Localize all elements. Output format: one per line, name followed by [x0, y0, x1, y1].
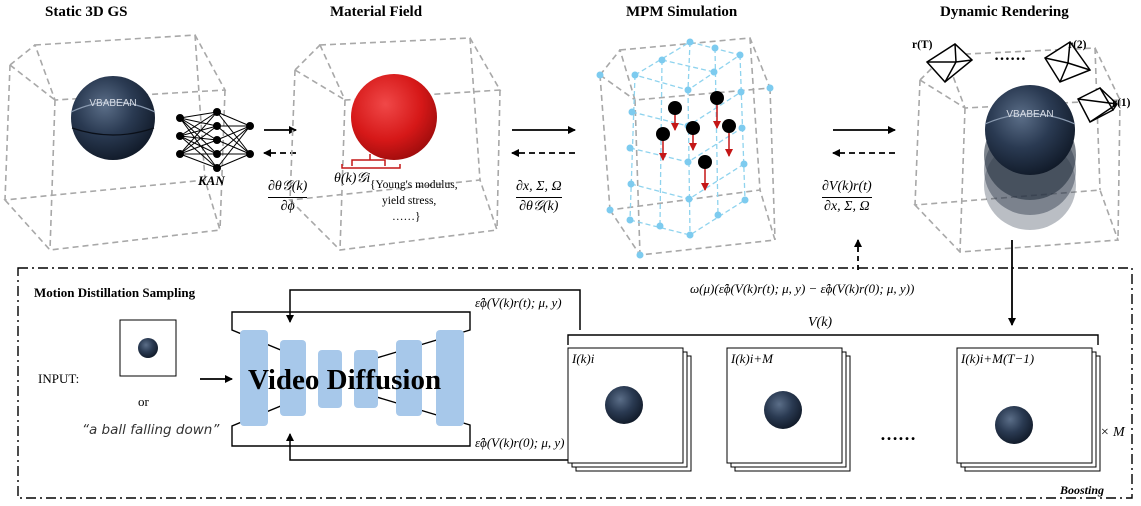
cube-material — [288, 37, 502, 251]
grad-mpm: ∂x, Σ, Ω ∂θ𝒢(k) — [516, 179, 562, 214]
model-label: Video Diffusion — [248, 364, 442, 396]
eps-0: ε̂ϕ(V(k)r(0); μ, y) — [475, 435, 565, 450]
grad-render-num: ∂V(k)r(t) — [822, 179, 872, 194]
distillation-title: Motion Distillation Sampling — [34, 285, 196, 300]
kan-network — [176, 108, 254, 172]
prompt-text: “a ball falling down” — [82, 422, 220, 438]
times-m: × M — [1100, 425, 1125, 440]
ball-dynamic — [984, 85, 1076, 230]
camera-label-1: r(1) — [1112, 97, 1131, 109]
camera-icon — [925, 43, 974, 84]
grad-kan-num: ∂θ𝒢(k) — [268, 179, 308, 194]
frame-label-1: I(k)i — [572, 351, 595, 366]
grad-mpm-den: ∂θ𝒢(k) — [519, 198, 559, 214]
cube-static — [3, 34, 227, 251]
camera-icon — [1043, 40, 1092, 83]
grad-mpm-num: ∂x, Σ, Ω — [516, 179, 562, 194]
kan-label: KAN — [198, 173, 225, 188]
input-label: INPUT: — [38, 371, 80, 386]
grad-render: ∂V(k)r(t) ∂x, Σ, Ω — [822, 179, 872, 214]
material-prop-1: {Young's modulus, — [370, 179, 458, 191]
camera-dots: …… — [994, 47, 1026, 64]
mpm-particles — [656, 91, 736, 191]
cube-mpm — [599, 37, 777, 256]
camera-label-T: r(T) — [912, 39, 933, 51]
distillation-frame — [17, 267, 1133, 499]
material-bracket-2 — [341, 164, 401, 169]
frame-label-2: I(k)i+M — [731, 351, 773, 366]
stage-title-material: Material Field — [330, 4, 423, 20]
material-prop-3: ……} — [392, 211, 421, 223]
frame-label-3: I(k)i+M(T−1) — [961, 351, 1035, 366]
boosting-label: Boosting — [1060, 483, 1105, 497]
eps-t: ε̂ϕ(V(k)r(t); μ, y) — [475, 295, 562, 310]
grad-kan-den: ∂ϕ — [280, 198, 295, 214]
loss-term: ω(μ)(ε̂ϕ(V(k)r(t); μ, y) − ε̂ϕ(V(k)r(0);… — [690, 281, 915, 296]
unet-blocks — [240, 330, 464, 426]
camera-icon — [1076, 87, 1118, 124]
material-bracket — [351, 154, 386, 166]
ball-static — [70, 76, 156, 160]
stage-title-dynamic: Dynamic Rendering — [940, 4, 1069, 20]
ball-text: VBABEAN — [1006, 109, 1053, 120]
frame-stack-3 — [956, 347, 1101, 472]
or-label: or — [138, 394, 149, 409]
cube-dynamic — [913, 47, 1122, 253]
ball-material — [351, 74, 437, 160]
ball-text: VBABEAN — [89, 98, 136, 109]
grad-render-den: ∂x, Σ, Ω — [824, 198, 870, 214]
stage-title-static: Static 3D GS — [45, 4, 128, 20]
frame-dots: …… — [880, 424, 916, 444]
grad-kan: ∂θ𝒢(k) ∂ϕ — [268, 179, 308, 214]
camera-label-2: r(2) — [1068, 39, 1087, 51]
theta-label: θ(k)𝒢i — [334, 171, 371, 186]
material-prop-2: yield stress, — [382, 195, 437, 207]
mpm-nodes — [596, 38, 774, 259]
mpm-grid — [629, 41, 746, 236]
video-label: V(k) — [808, 315, 833, 330]
stage-title-mpm: MPM Simulation — [626, 4, 738, 20]
video-brace — [567, 334, 1099, 345]
arrow-feedback-top — [286, 289, 581, 330]
